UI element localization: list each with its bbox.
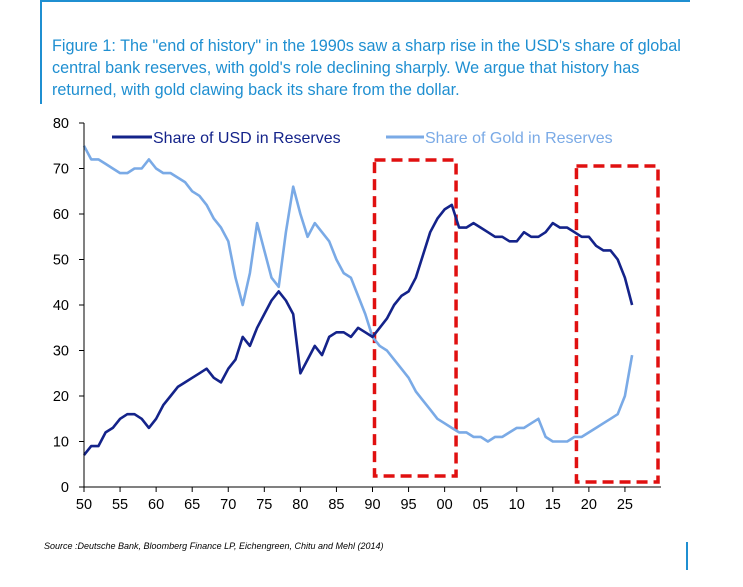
- x-tick-label: 85: [328, 497, 344, 513]
- highlight-box-1: [372, 158, 458, 478]
- source-note: Source :Deutsche Bank, Bloomberg Finance…: [44, 541, 384, 551]
- y-tick-label: 60: [53, 207, 69, 223]
- x-tick-label: 90: [364, 497, 380, 513]
- y-tick-label: 70: [53, 162, 69, 178]
- gold-share-line: [82, 145, 634, 443]
- figure-caption: Figure 1: The "end of history" in the 19…: [52, 37, 681, 99]
- x-tick-label: 75: [256, 497, 272, 513]
- x-tick-label: 05: [473, 497, 489, 513]
- y-tick-label: 0: [61, 480, 69, 496]
- x-tick-label: 80: [292, 497, 308, 513]
- x-tick-label: 15: [545, 497, 561, 513]
- x-tick-label: 00: [437, 497, 453, 513]
- y-tick-label: 80: [53, 116, 69, 132]
- x-tick-label: 60: [148, 497, 164, 513]
- x-tick-label: 25: [617, 497, 633, 513]
- highlight-box-2: [574, 164, 660, 484]
- x-tick-label: 10: [509, 497, 525, 513]
- legend-gold-label: Share of Gold in Reserves: [425, 130, 613, 147]
- frame-left-border: [40, 0, 42, 104]
- legend-usd-label: Share of USD in Reserves: [153, 130, 341, 147]
- frame-right-border: [686, 542, 688, 570]
- x-tick-label: 55: [112, 497, 128, 513]
- x-tick-label: 20: [581, 497, 597, 513]
- x-tick-label: 65: [184, 497, 200, 513]
- frame-top-border: [40, 0, 690, 2]
- y-tick-label: 40: [53, 298, 69, 314]
- y-tick-label: 50: [53, 253, 69, 269]
- x-tick-label: 95: [400, 497, 416, 513]
- y-tick-label: 10: [53, 435, 69, 451]
- y-tick-label: 30: [53, 344, 69, 360]
- x-tick-label: 50: [76, 497, 92, 513]
- x-tick-label: 70: [220, 497, 236, 513]
- usd-share-line: [82, 203, 634, 456]
- y-tick-label: 20: [53, 389, 69, 405]
